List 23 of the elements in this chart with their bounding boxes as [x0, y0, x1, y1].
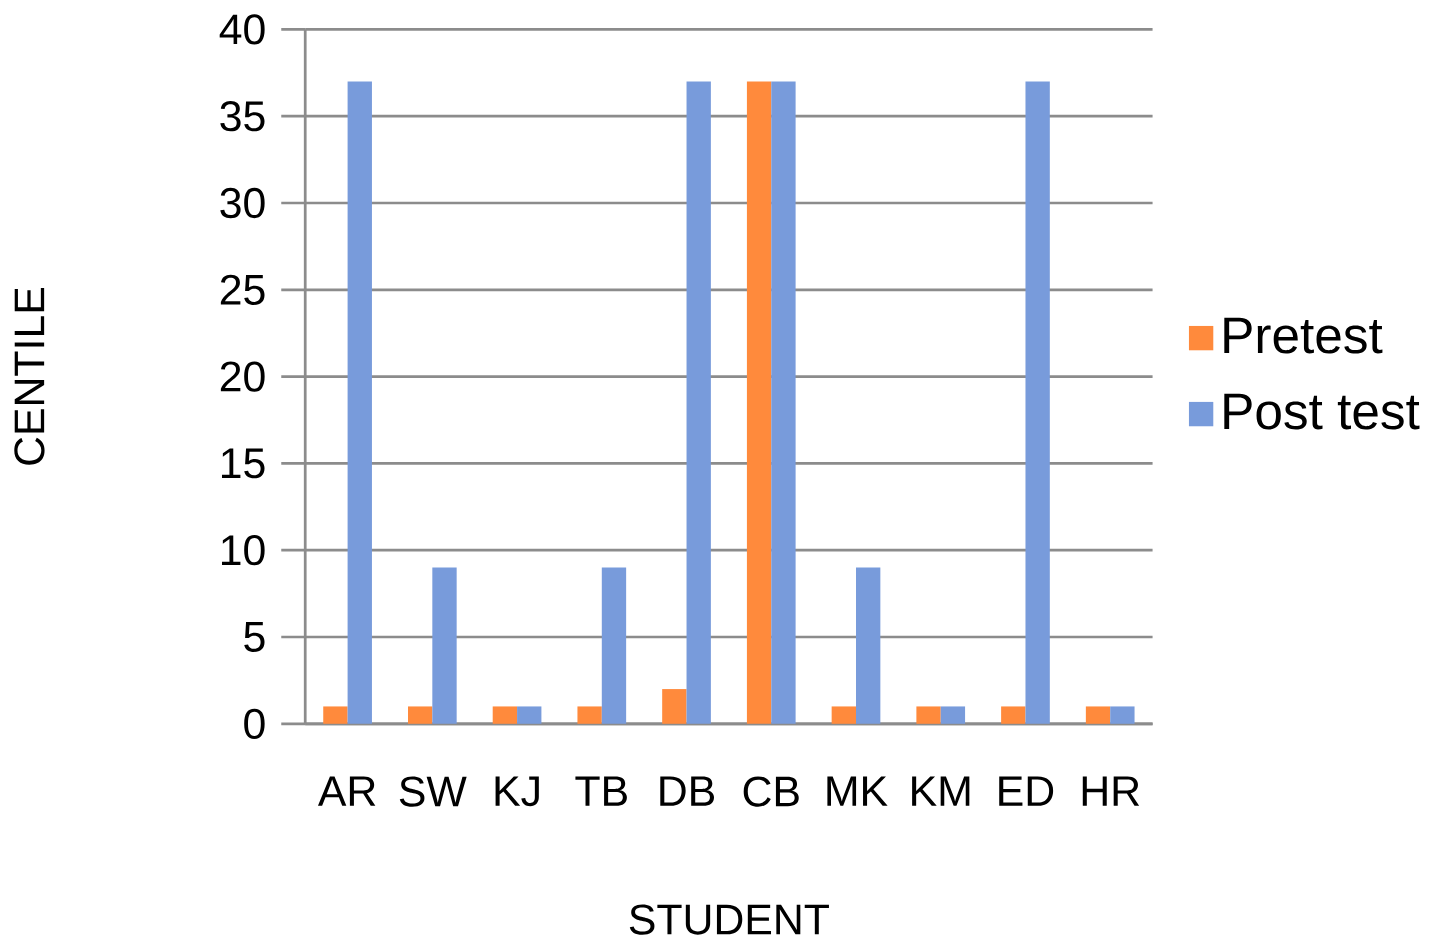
x-tick-label: AR	[317, 776, 376, 806]
x-tick-label: KJ	[495, 776, 539, 807]
y-axis-title: CENTILE	[14, 288, 45, 465]
x-tick-label: TB	[575, 776, 627, 806]
x-tick-label: CB	[743, 776, 799, 807]
x-tick-label: MK	[827, 776, 888, 806]
x-tick-label: SW	[399, 776, 467, 807]
x-tick-label: DB	[660, 776, 715, 806]
y-tick-label: 35	[220, 101, 265, 132]
y-tick-label: 40	[219, 14, 265, 45]
legend-label: Post test	[1224, 393, 1420, 430]
y-tick-label: 0	[244, 708, 265, 739]
y-tick-label: 5	[244, 622, 265, 652]
y-tick-label: 10	[222, 535, 265, 566]
y-tick-label: 20	[220, 361, 265, 392]
y-tick-label: 15	[222, 448, 265, 479]
legend-label: Pretest	[1224, 317, 1383, 354]
x-tick-label: HR	[1082, 776, 1140, 806]
x-tick-label: KM	[912, 776, 970, 806]
y-tick-label: 30	[220, 187, 265, 219]
x-tick-label: ED	[999, 776, 1054, 806]
x-axis-title: STUDENT	[629, 904, 829, 935]
y-tick-label: 25	[220, 274, 265, 305]
